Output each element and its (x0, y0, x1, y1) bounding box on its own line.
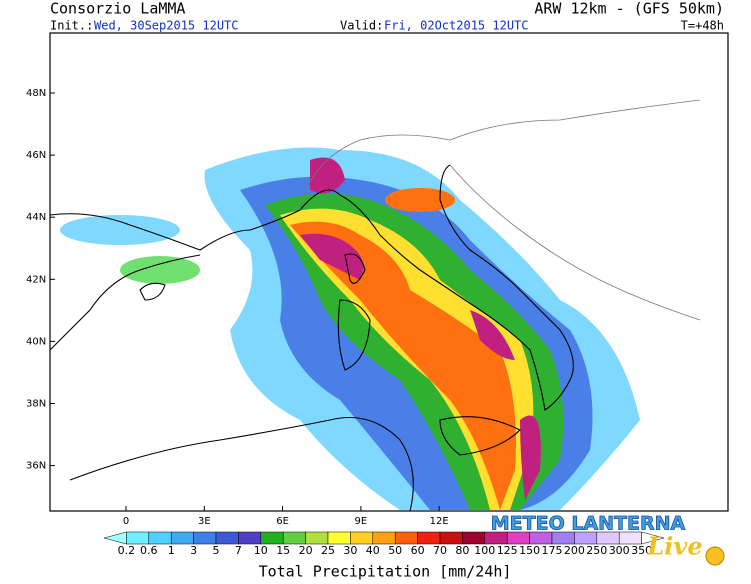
lon-label: 9E (355, 516, 368, 527)
colorbar-cell (238, 531, 262, 545)
colorbar-label: 15 (276, 544, 290, 557)
colorbar-cell (103, 531, 127, 545)
colorbar-label: 70 (433, 544, 447, 557)
init-value: Wed, 30Sep2015 12UTC (94, 19, 239, 33)
init-label: Init.: (50, 19, 93, 33)
lon-label: 0 (123, 516, 129, 527)
lat-label: 46N (26, 150, 46, 161)
colorbar-label: 30 (343, 544, 357, 557)
lon-label: 12E (430, 516, 449, 527)
colorbar-cell (462, 531, 486, 545)
colorbar-label: 300 (609, 544, 630, 557)
colorbar-cell (305, 531, 329, 545)
colorbar-label: 200 (564, 544, 585, 557)
lat-label: 44N (26, 212, 46, 223)
colorbar-label: 0.2 (118, 544, 136, 557)
colorbar-cell (282, 531, 306, 545)
lead-time: T=+48h (681, 19, 724, 33)
lat-label: 48N (26, 88, 46, 99)
colorbar-title: Total Precipitation [mm/24h] (259, 563, 512, 581)
colorbar-label: 125 (497, 544, 518, 557)
precipitation (60, 147, 640, 511)
colorbar-label: 150 (519, 544, 540, 557)
colorbar-label: 7 (235, 544, 242, 557)
colorbar-cell (641, 531, 665, 545)
colorbar-label: 80 (455, 544, 469, 557)
colorbar-label: 0.6 (140, 544, 158, 557)
lat-label: 36N (26, 461, 46, 472)
colorbar-cell (417, 531, 441, 545)
colorbar-cell (439, 531, 463, 545)
colorbar-label: 25 (321, 544, 335, 557)
valid-label: Valid: (340, 19, 383, 33)
colorbar-label: 250 (586, 544, 607, 557)
valid-value: Fri, 02Oct2015 12UTC (384, 19, 529, 33)
colorbar-label: 60 (411, 544, 425, 557)
colorbar-cell (193, 531, 217, 545)
colorbar-cell (350, 531, 374, 545)
colorbar-cell (394, 531, 418, 545)
colorbar-label: 175 (542, 544, 563, 557)
model: ARW 12km - (GFS 50km) (534, 0, 724, 18)
colorbar-label: 350 (631, 544, 652, 557)
lat-label: 38N (26, 399, 46, 410)
colorbar-cell (170, 531, 194, 545)
lat-label: 40N (26, 336, 46, 347)
logo: METEO LANTERNA Live (490, 512, 725, 566)
colorbar-label: 100 (474, 544, 495, 557)
colorbar-label: 5 (213, 544, 220, 557)
title: Consorzio LaMMA (50, 0, 185, 18)
colorbar-label: 20 (299, 544, 313, 557)
colorbar-label: 10 (254, 544, 268, 557)
colorbar-label: 40 (366, 544, 380, 557)
axes: 48N 46N 44N 42N 40N 38N 36N 0 3E 6E 9E 12E (26, 88, 449, 527)
colorbar: 0.2 0.6 1 3 5 7 10 15 20 25 30 40 50 60 70 80 100 125 150 1… (103, 531, 665, 557)
lat-label: 42N (26, 274, 46, 285)
logo-live: Live (646, 532, 702, 561)
colorbar-label: 1 (168, 544, 175, 557)
colorbar-label: 50 (388, 544, 402, 557)
colorbar-cell (148, 531, 172, 545)
lon-label: 6E (276, 516, 289, 527)
colorbar-cell (327, 531, 351, 545)
colorbar-label: 3 (190, 544, 197, 557)
colorbar-cell (372, 531, 396, 545)
colorbar-cell (215, 531, 239, 545)
colorbar-cell (260, 531, 284, 545)
colorbar-cell (126, 531, 150, 545)
logo-text: METEO LANTERNA (491, 513, 686, 535)
map (49, 32, 729, 512)
lon-label: 3E (198, 516, 211, 527)
